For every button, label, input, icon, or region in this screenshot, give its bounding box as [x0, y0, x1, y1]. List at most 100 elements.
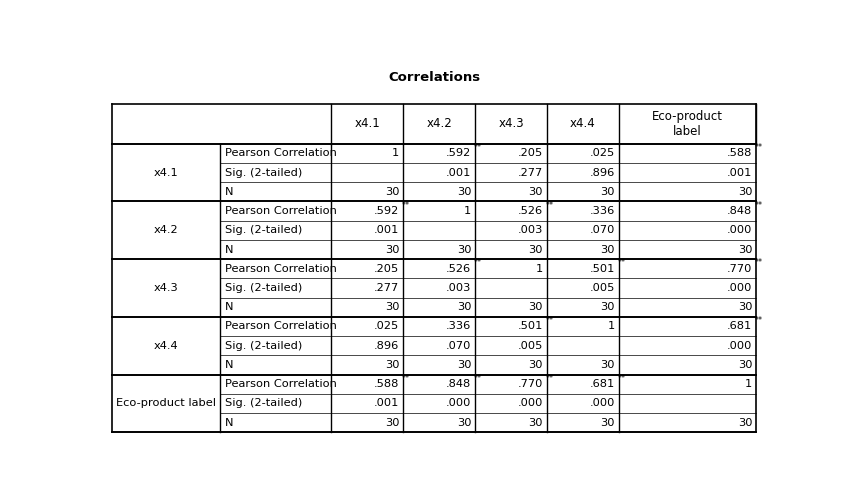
Text: x4.4: x4.4 — [570, 118, 596, 130]
Text: **: ** — [618, 374, 625, 383]
Text: .277: .277 — [374, 283, 399, 293]
Text: **: ** — [402, 374, 410, 383]
Text: 30: 30 — [601, 302, 615, 312]
Text: 1: 1 — [392, 148, 399, 158]
Text: **: ** — [402, 201, 410, 210]
Text: x4.1: x4.1 — [154, 168, 178, 177]
Text: .848: .848 — [446, 379, 471, 389]
Text: Pearson Correlation: Pearson Correlation — [225, 148, 337, 158]
Text: N: N — [225, 302, 234, 312]
Text: 1: 1 — [608, 321, 615, 332]
Text: 30: 30 — [457, 245, 471, 254]
Text: .000: .000 — [727, 225, 752, 235]
Text: .277: .277 — [518, 168, 543, 177]
Text: 30: 30 — [738, 417, 752, 428]
Text: .000: .000 — [727, 341, 752, 351]
Text: **: ** — [618, 259, 625, 268]
Text: x4.4: x4.4 — [154, 341, 178, 351]
Text: x4.2: x4.2 — [426, 118, 452, 130]
Text: 30: 30 — [528, 187, 543, 197]
Text: .001: .001 — [374, 225, 399, 235]
Text: .501: .501 — [590, 264, 615, 274]
Text: **: ** — [755, 143, 763, 152]
Text: 30: 30 — [738, 245, 752, 254]
Text: .336: .336 — [590, 206, 615, 216]
Text: .896: .896 — [590, 168, 615, 177]
Text: N: N — [225, 417, 234, 428]
Text: Sig. (2-tailed): Sig. (2-tailed) — [225, 341, 302, 351]
Text: Sig. (2-tailed): Sig. (2-tailed) — [225, 283, 302, 293]
Text: .000: .000 — [590, 398, 615, 409]
Text: 30: 30 — [457, 187, 471, 197]
Text: 30: 30 — [738, 302, 752, 312]
Text: **: ** — [546, 316, 554, 325]
Text: Pearson Correlation: Pearson Correlation — [225, 206, 337, 216]
Text: .770: .770 — [727, 264, 752, 274]
Text: .003: .003 — [517, 225, 543, 235]
Text: .526: .526 — [518, 206, 543, 216]
Text: 1: 1 — [745, 379, 752, 389]
Text: .681: .681 — [728, 321, 752, 332]
Text: N: N — [225, 187, 234, 197]
Text: 30: 30 — [601, 245, 615, 254]
Text: .588: .588 — [374, 379, 399, 389]
Text: 30: 30 — [528, 417, 543, 428]
Text: .205: .205 — [518, 148, 543, 158]
Text: **: ** — [755, 316, 763, 325]
Text: .848: .848 — [728, 206, 752, 216]
Text: N: N — [225, 245, 234, 254]
Text: 30: 30 — [601, 417, 615, 428]
Text: .336: .336 — [446, 321, 471, 332]
Text: **: ** — [473, 259, 482, 268]
Text: 30: 30 — [385, 417, 399, 428]
Text: Eco-product
label: Eco-product label — [652, 110, 723, 138]
Text: .770: .770 — [517, 379, 543, 389]
Text: 30: 30 — [385, 360, 399, 370]
Text: .501: .501 — [517, 321, 543, 332]
Text: Correlations: Correlations — [388, 71, 480, 84]
Text: .592: .592 — [374, 206, 399, 216]
Text: 30: 30 — [528, 245, 543, 254]
Text: 30: 30 — [528, 360, 543, 370]
Text: x4.1: x4.1 — [354, 118, 380, 130]
Text: 30: 30 — [457, 417, 471, 428]
Text: 30: 30 — [457, 360, 471, 370]
Text: **: ** — [473, 143, 482, 152]
Text: .001: .001 — [727, 168, 752, 177]
Text: .003: .003 — [446, 283, 471, 293]
Text: 30: 30 — [601, 187, 615, 197]
Text: 30: 30 — [738, 360, 752, 370]
Text: N: N — [225, 360, 234, 370]
Text: 30: 30 — [385, 245, 399, 254]
Text: .588: .588 — [727, 148, 752, 158]
Text: .001: .001 — [446, 168, 471, 177]
Text: 30: 30 — [385, 187, 399, 197]
Text: 30: 30 — [738, 187, 752, 197]
Text: .592: .592 — [446, 148, 471, 158]
Text: .000: .000 — [517, 398, 543, 409]
Text: .205: .205 — [374, 264, 399, 274]
Text: x4.3: x4.3 — [498, 118, 524, 130]
Text: **: ** — [546, 201, 554, 210]
Text: 30: 30 — [528, 302, 543, 312]
Text: Pearson Correlation: Pearson Correlation — [225, 321, 337, 332]
Text: Sig. (2-tailed): Sig. (2-tailed) — [225, 398, 302, 409]
Text: 1: 1 — [536, 264, 543, 274]
Text: .681: .681 — [590, 379, 615, 389]
Text: Eco-product label: Eco-product label — [116, 398, 216, 409]
Text: .025: .025 — [374, 321, 399, 332]
Text: .005: .005 — [517, 341, 543, 351]
Text: .070: .070 — [446, 341, 471, 351]
Text: .025: .025 — [590, 148, 615, 158]
Text: .896: .896 — [374, 341, 399, 351]
Text: x4.3: x4.3 — [154, 283, 178, 293]
Text: **: ** — [755, 259, 763, 268]
Text: Sig. (2-tailed): Sig. (2-tailed) — [225, 225, 302, 235]
Text: .000: .000 — [446, 398, 471, 409]
Text: 1: 1 — [464, 206, 471, 216]
Text: Pearson Correlation: Pearson Correlation — [225, 379, 337, 389]
Text: Sig. (2-tailed): Sig. (2-tailed) — [225, 168, 302, 177]
Text: Pearson Correlation: Pearson Correlation — [225, 264, 337, 274]
Text: 30: 30 — [457, 302, 471, 312]
Text: .526: .526 — [446, 264, 471, 274]
